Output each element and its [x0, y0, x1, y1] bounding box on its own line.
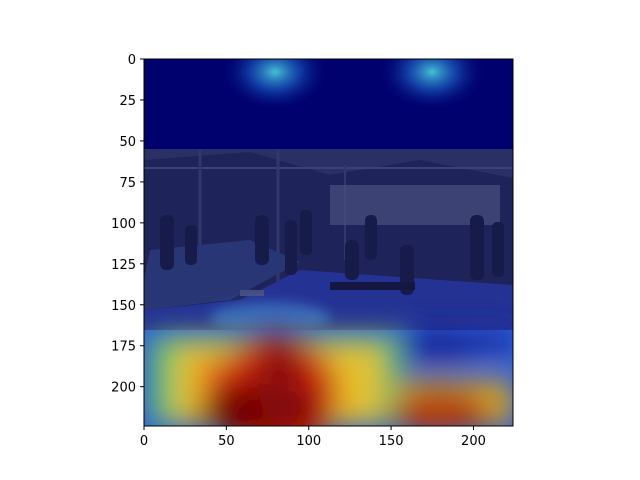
photo-person	[365, 215, 377, 260]
bottom-heat-band	[144, 327, 513, 426]
y-tick-label: 175	[111, 340, 136, 355]
y-tick-label: 25	[119, 94, 136, 109]
photo-person	[492, 222, 504, 277]
photo-person	[160, 215, 174, 270]
photo-overlay	[144, 149, 513, 334]
photo-people	[160, 210, 504, 295]
bottom-band-right-blue	[400, 330, 513, 355]
photo-table	[330, 282, 415, 290]
photo-person	[470, 215, 484, 280]
top-hotspot-right	[377, 59, 487, 112]
top-hotspot-left	[220, 59, 330, 112]
y-tick-label: 75	[119, 176, 136, 191]
photo-person	[285, 220, 297, 275]
photo-roof	[144, 149, 513, 178]
y-tick-label: 100	[111, 217, 136, 232]
y-tick-label: 0	[128, 53, 136, 68]
y-axis: 0 25 50 75 100 125 150 175 200	[111, 53, 144, 396]
x-tick-label: 50	[218, 434, 235, 449]
plot-frame	[143, 58, 514, 427]
y-tick-label: 50	[119, 135, 136, 150]
bottom-hotspot-peak	[258, 340, 302, 420]
photo-stool	[240, 290, 264, 296]
bottom-hotspot-right	[390, 390, 490, 426]
photo-person	[255, 215, 269, 265]
y-tick-label: 150	[111, 299, 136, 314]
photo-dim-veil	[144, 149, 513, 330]
plot-area	[144, 59, 513, 426]
x-axis: 0 50 100 150 200	[140, 426, 486, 449]
photo-person	[345, 240, 359, 280]
top-heat-band	[220, 59, 487, 112]
x-tick-label: 150	[379, 434, 404, 449]
y-tick-label: 125	[111, 258, 136, 273]
x-tick-label: 200	[461, 434, 486, 449]
photo-person	[185, 225, 197, 265]
x-tick-label: 0	[140, 434, 148, 449]
photo-person	[300, 210, 312, 255]
y-tick-label: 200	[111, 381, 136, 396]
x-tick-label: 100	[296, 434, 321, 449]
photo-floor-glow	[210, 302, 330, 334]
